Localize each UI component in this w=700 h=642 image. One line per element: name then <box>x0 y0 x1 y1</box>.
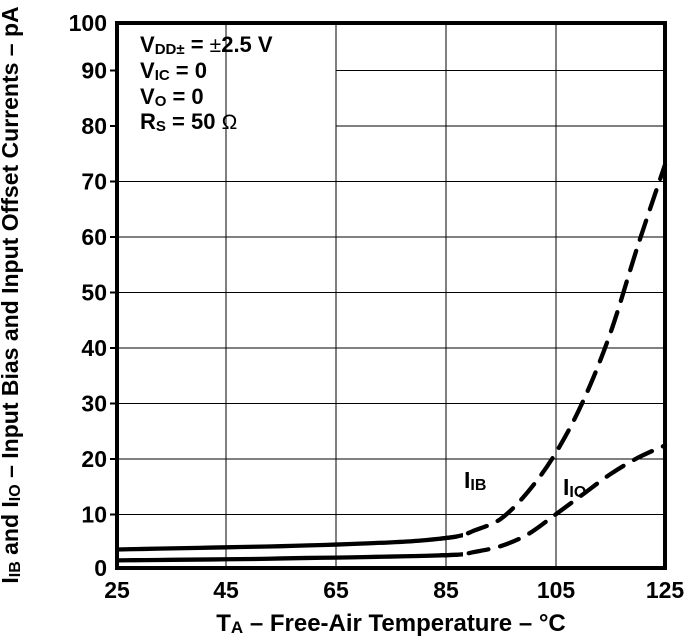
svg-text:100: 100 <box>69 10 107 36</box>
svg-text:105: 105 <box>537 577 576 603</box>
svg-text:30: 30 <box>81 391 107 417</box>
svg-text:VIC = 0: VIC = 0 <box>140 58 207 84</box>
svg-text:50: 50 <box>81 280 107 306</box>
svg-text:TA – Free-Air Temperature – °C: TA – Free-Air Temperature – °C <box>216 610 566 637</box>
svg-text:70: 70 <box>81 169 107 195</box>
svg-text:10: 10 <box>81 502 107 528</box>
svg-text:45: 45 <box>213 577 239 603</box>
svg-text:85: 85 <box>433 577 459 603</box>
svg-text:90: 90 <box>81 58 107 84</box>
svg-text:40: 40 <box>81 335 107 361</box>
svg-text:65: 65 <box>323 577 349 603</box>
svg-text:125: 125 <box>646 577 685 603</box>
svg-text:60: 60 <box>81 224 107 250</box>
svg-text:20: 20 <box>81 446 107 472</box>
svg-text:RS = 50 Ω: RS = 50 Ω <box>140 109 237 135</box>
svg-text:VO = 0: VO = 0 <box>140 84 204 110</box>
svg-text:25: 25 <box>104 577 130 603</box>
svg-text:80: 80 <box>81 113 107 139</box>
